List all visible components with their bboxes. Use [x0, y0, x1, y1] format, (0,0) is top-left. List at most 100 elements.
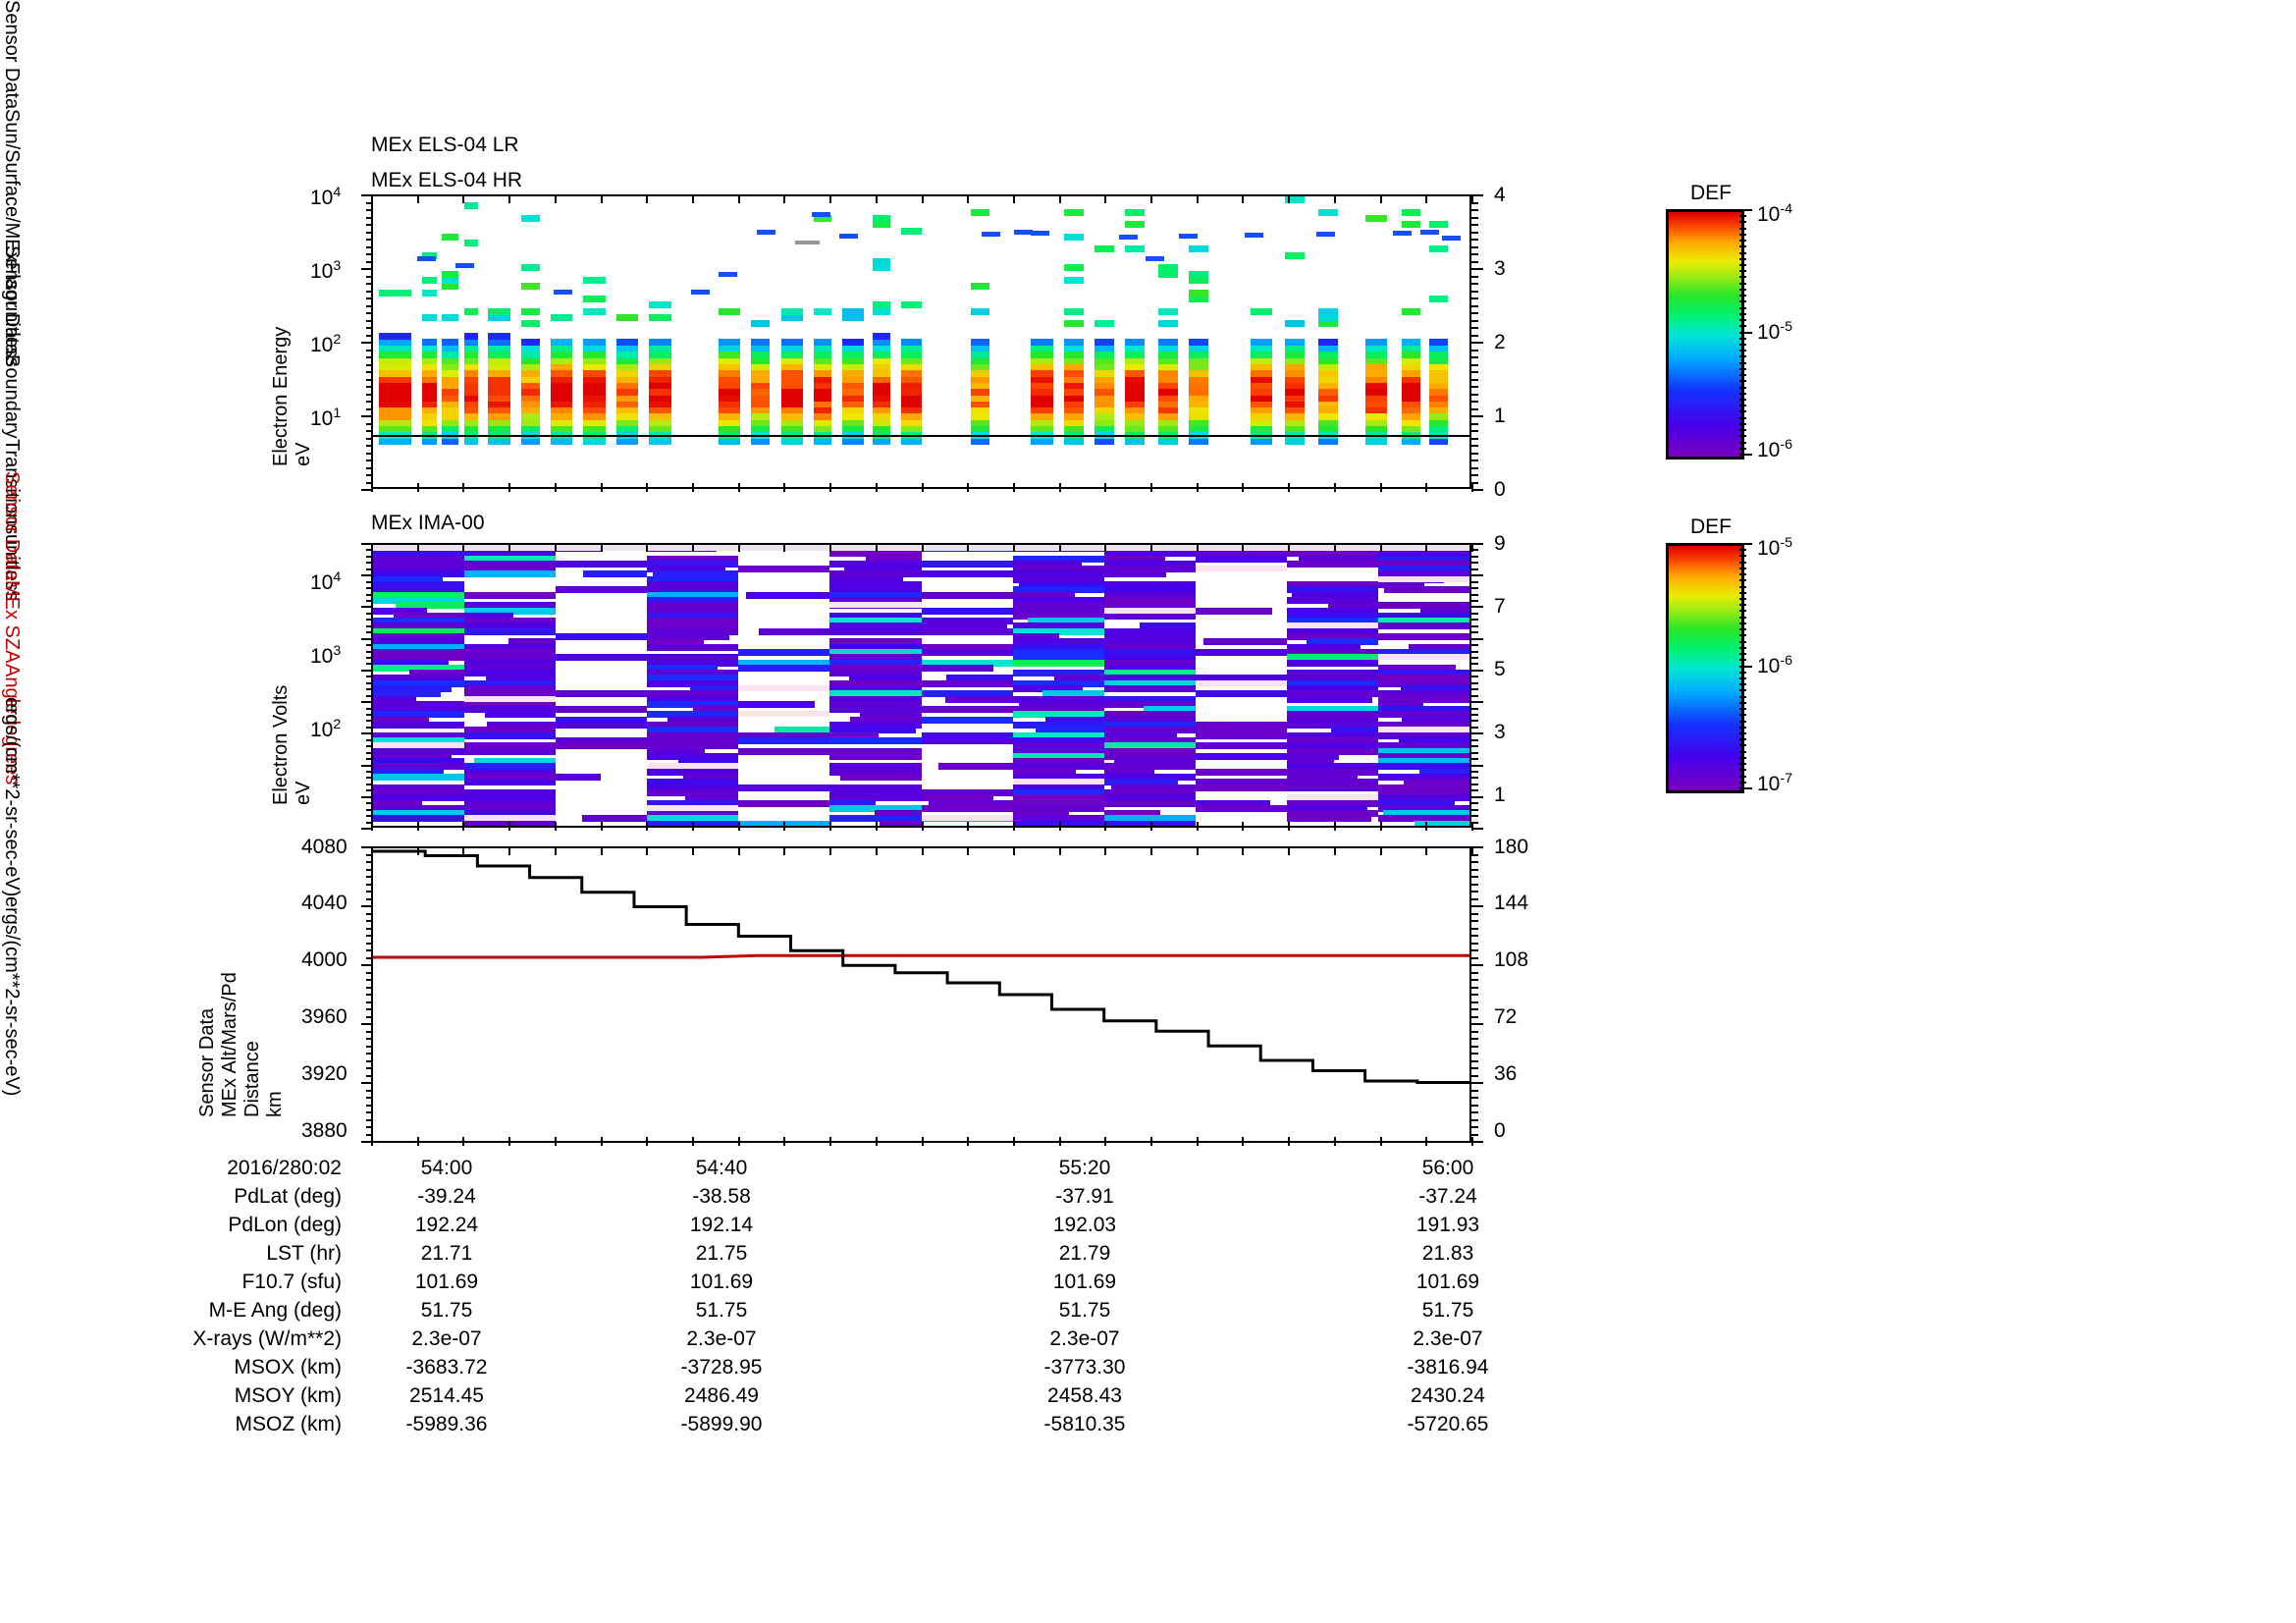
table-cell: 51.75 — [1058, 1299, 1111, 1322]
table-cell: 192.03 — [1052, 1214, 1117, 1236]
table-cell: -3683.72 — [405, 1356, 488, 1379]
panel1-right-axis-label-line4: unitless — [1, 299, 23, 367]
colorbar2-title: DEF — [1690, 515, 1732, 538]
panel2-title: MEx IMA-00 — [371, 512, 485, 534]
panel1-right-axis-label-line3: Flag — [1, 261, 23, 300]
panel1-ytick-1e2: 102 — [310, 332, 342, 356]
colorbar2-frame[interactable] — [1666, 543, 1744, 793]
panel2-plot-area[interactable] — [371, 543, 1471, 828]
table-cell: 51.75 — [420, 1299, 473, 1322]
panel3-right-ytick-0: 0 — [1494, 1119, 1506, 1142]
table-cell: 21.71 — [420, 1242, 473, 1265]
panel1-left-axis-label-line1: Electron Energy — [270, 326, 292, 466]
table-cell: -5810.35 — [1043, 1413, 1126, 1435]
table-cell: 2514.45 — [409, 1384, 484, 1407]
colorbar2-units-text: ergs/(cm**2-sr-sec-eV) — [1, 896, 23, 1097]
table-cell: -3773.30 — [1043, 1356, 1126, 1379]
panel1-right-ytick-0: 0 — [1494, 478, 1506, 501]
panel2-left-axis-label-line2: eV — [293, 781, 314, 805]
panel1-title-lr: MEx ELS-04 LR — [371, 134, 519, 156]
panel1-ytick-1e3: 103 — [310, 258, 342, 283]
panel1-right-ytick-1: 1 — [1494, 405, 1506, 427]
panel1-right-axis-label-line1: Sensor Data — [1, 0, 23, 110]
table-cell: -37.91 — [1055, 1185, 1114, 1208]
panel3-ytick-3880: 3880 — [301, 1119, 347, 1142]
panel1-ytick-1e4: 104 — [310, 185, 342, 209]
table-cell: 21.83 — [1421, 1242, 1474, 1265]
panel3-right-ytick-72: 72 — [1494, 1005, 1518, 1028]
table-cell: -3816.94 — [1407, 1356, 1489, 1379]
colorbar1-units: ergs/(cm**2-sr-sec-eV) — [0, 697, 2296, 896]
table-row-label: PdLon (deg) — [228, 1214, 342, 1236]
table-cell: -5899.90 — [680, 1413, 763, 1435]
panel2-right-axis-label-line1: Sensor Data — [1, 245, 23, 355]
table-cell: -3728.95 — [680, 1356, 763, 1379]
table-cell: 2.3e-07 — [411, 1327, 482, 1350]
table-cell: 56:00 — [1421, 1157, 1474, 1179]
table-cell: 101.69 — [1052, 1271, 1117, 1293]
table-cell: 2430.24 — [1411, 1384, 1485, 1407]
table-row-label: M-E Ang (deg) — [208, 1299, 342, 1322]
colorbar1-gradient — [1669, 212, 1741, 457]
table-cell: -39.24 — [417, 1185, 476, 1208]
table-cell: 192.24 — [414, 1214, 479, 1236]
panel2-right-ytick-9: 9 — [1494, 532, 1506, 555]
table-cell: 101.69 — [1415, 1271, 1480, 1293]
panel2-right-ytick-1: 1 — [1494, 784, 1506, 806]
table-row-label: MSOY (km) — [234, 1384, 342, 1407]
table-cell: 2.3e-07 — [1413, 1327, 1483, 1350]
table-cell: 2.3e-07 — [1049, 1327, 1120, 1350]
colorbar1-units-text: ergs/(cm**2-sr-sec-eV) — [1, 697, 23, 897]
table-cell: 51.75 — [1421, 1299, 1474, 1322]
panel2-right-ytick-3: 3 — [1494, 721, 1506, 743]
panel2-spectrogram-canvas — [373, 545, 1469, 826]
panel3-ytick-4040: 4040 — [301, 892, 347, 914]
table-row-label: X-rays (W/m**2) — [192, 1327, 342, 1350]
panel2-right-axis-label-line2: Boundary — [1, 354, 23, 439]
table-cell: 101.69 — [414, 1271, 479, 1293]
panel1-plot-area[interactable] — [371, 194, 1471, 489]
table-row-label: MSOX (km) — [234, 1356, 342, 1379]
table-row-label: PdLat (deg) — [234, 1185, 342, 1208]
panel1-ytick-1e1: 101 — [310, 406, 342, 430]
panel3-right-axis-label: Sensor Data MEx SZA Angle degrees — [0, 471, 2296, 784]
table-row-label: MSOZ (km) — [235, 1413, 342, 1435]
table-cell: 21.75 — [695, 1242, 748, 1265]
panel3-right-axis-label-line2: MEx SZA — [1, 580, 23, 664]
table-cell: -5720.65 — [1407, 1413, 1489, 1435]
colorbar1-tick-top: 10-4 — [1757, 201, 1793, 226]
table-cell: 2458.43 — [1047, 1384, 1122, 1407]
colorbar2-units: ergs/(cm**2-sr-sec-eV) — [0, 896, 2296, 1096]
table-cell: 54:40 — [695, 1157, 748, 1179]
table-cell: 21.79 — [1058, 1242, 1111, 1265]
panel2-right-axis-label: Sensor Data Boundary Transitions unitles… — [0, 245, 2296, 601]
panel2-right-ytick-5: 5 — [1494, 658, 1506, 680]
table-cell: 51.75 — [695, 1299, 748, 1322]
colorbar2-gradient — [1669, 546, 1741, 790]
panel3-ytick-3920: 3920 — [301, 1062, 347, 1085]
table-cell: 191.93 — [1415, 1214, 1480, 1236]
colorbar1-frame[interactable] — [1666, 209, 1744, 460]
panel2-ytick-1e3: 103 — [310, 643, 342, 668]
panel3-left-axis-label-line4: km — [264, 1091, 286, 1117]
colorbar1-title: DEF — [1690, 182, 1732, 204]
panel3-left-axis-label-line2: MEx Alt/Mars/Pd — [219, 972, 240, 1117]
colorbar2-tick-bottom: 10-7 — [1757, 771, 1793, 795]
panel3-ytick-3960: 3960 — [301, 1005, 347, 1028]
table-row-label: 2016/280:02 — [227, 1157, 342, 1179]
panel3-right-axis-label-line1: Sensor Data — [1, 471, 23, 581]
panel3-plot-area[interactable] — [371, 846, 1471, 1143]
panel3-line-canvas — [373, 848, 1469, 1141]
panel3-left-axis-label-line3: Distance — [241, 1041, 263, 1117]
table-row-label: F10.7 (sfu) — [241, 1271, 342, 1293]
colorbar2-tick-mid: 10-6 — [1757, 653, 1793, 677]
panel2-right-ytick-7: 7 — [1494, 595, 1506, 618]
panel2-left-axis-label-line1: Electron Volts — [270, 684, 292, 805]
table-cell: -5989.36 — [405, 1413, 488, 1435]
colorbar1-tick-bottom: 10-6 — [1757, 437, 1793, 461]
table-cell: -38.58 — [692, 1185, 751, 1208]
panel1-spectrogram-canvas — [373, 196, 1469, 487]
panel2-left-axis-label: Electron Volts eV — [270, 579, 315, 805]
panel1-right-ytick-4: 4 — [1494, 184, 1506, 206]
panel1-right-ytick-3: 3 — [1494, 257, 1506, 280]
